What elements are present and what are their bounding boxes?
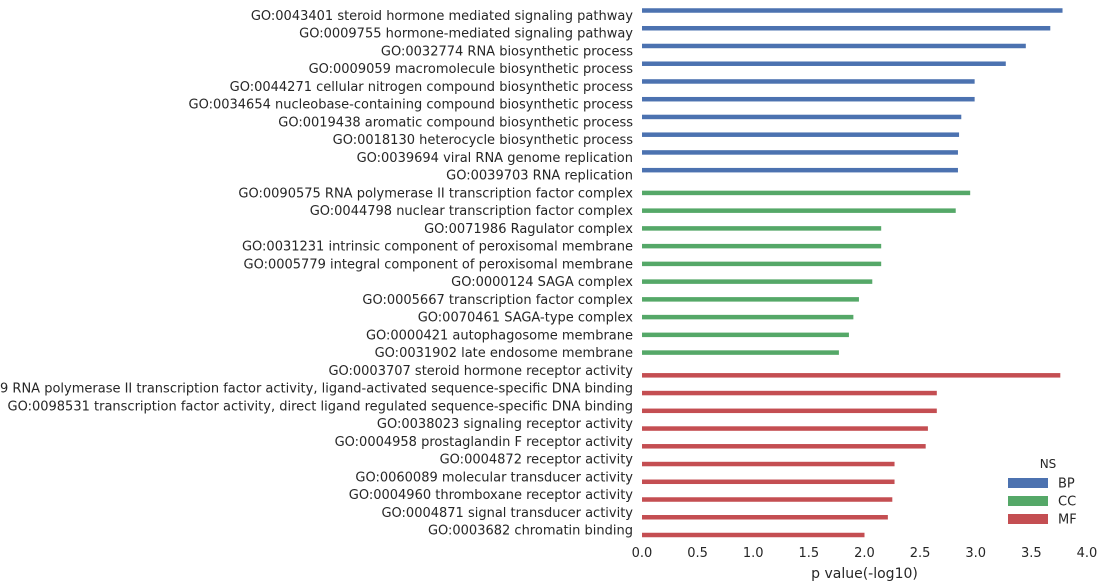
bar-mf	[642, 515, 888, 520]
legend-title: NS	[1040, 457, 1057, 471]
x-tick-label: 3.0	[965, 546, 986, 561]
bar-cc	[642, 261, 882, 267]
bar-bp	[642, 150, 958, 155]
category-label: GO:0003682 chromatin binding	[428, 524, 633, 539]
bar-cc	[642, 190, 971, 196]
category-label: GO:0003707 steroid hormone receptor acti…	[328, 364, 633, 379]
category-label: GO:0019438 aromatic compound biosyntheti…	[278, 115, 633, 130]
x-tick-label: 4.0	[1077, 546, 1098, 561]
category-label: GO:0060089 molecular transducer activity	[355, 470, 633, 485]
category-label: GO:0034654 nucleobase-containing compoun…	[189, 98, 634, 113]
bar-bp	[642, 8, 1063, 13]
legend-label-mf: MF	[1058, 513, 1077, 528]
legend-swatch-mf	[1008, 514, 1048, 524]
category-label: GO:0000124 SAGA complex	[451, 275, 633, 290]
category-label: GO:0039694 viral RNA genome replication	[357, 151, 633, 166]
bar-cc	[642, 314, 854, 320]
bar-mf	[642, 373, 1061, 378]
bar-cc	[642, 208, 956, 213]
bar-mf	[642, 497, 893, 502]
category-label: GO:0031902 late endosome membrane	[375, 346, 633, 361]
category-label: GO:0044271 cellular nitrogen compound bi…	[230, 80, 634, 95]
category-label: GO:0009755 hormone-mediated signaling pa…	[299, 27, 633, 42]
category-label: GO:0031231 intrinsic component of peroxi…	[242, 240, 633, 255]
category-label: GO:0004960 thromboxane receptor activity	[349, 488, 634, 503]
bar-mf	[642, 408, 937, 414]
category-label: GO:0044798 nuclear transcription factor …	[310, 204, 634, 219]
category-label: GO:0038023 signaling receptor activity	[377, 417, 633, 432]
x-axis: 0.0 0.5 1.0 1.5 2.0 2.5 3.0 3.5 4.0 p value(-log…	[632, 546, 1098, 582]
category-label: GO:0098531 transcription factor activity…	[8, 399, 633, 414]
category-label: GO:0018130 heterocycle biosynthetic proc…	[333, 133, 634, 148]
legend: NS BP CC MF	[1008, 457, 1077, 528]
bar-bp	[642, 167, 958, 173]
bar-mf	[642, 479, 895, 485]
category-label: GO:0004879 RNA polymerase II transcripti…	[0, 382, 633, 397]
category-label: GO:0039703 RNA replication	[446, 169, 633, 184]
legend-label-bp: BP	[1058, 477, 1075, 492]
bar-cc	[642, 279, 873, 284]
category-label: GO:0004871 signal transducer activity	[381, 506, 633, 521]
category-label: GO:0005667 transcription factor complex	[362, 293, 633, 308]
x-tick-label: 1.0	[743, 546, 764, 561]
category-label: GO:0009059 macromolecule biosynthetic pr…	[309, 62, 634, 77]
category-label: GO:0071986 Ragulator complex	[424, 222, 633, 237]
bar-bp	[642, 25, 1051, 31]
category-label: GO:0004958 prostaglandin F receptor acti…	[335, 435, 634, 450]
x-tick-label: 2.0	[854, 546, 875, 561]
category-label: GO:0090575 RNA polymerase II transcripti…	[238, 186, 633, 201]
bar-mf	[642, 390, 937, 396]
x-tick-label: 2.5	[910, 546, 931, 561]
bar-cc	[642, 297, 859, 302]
bar-cc	[642, 332, 849, 338]
x-axis-title: p value(-log10)	[811, 566, 918, 582]
bar-bp	[642, 43, 1026, 49]
bar-cc	[642, 243, 882, 249]
bar-bp	[642, 114, 962, 120]
x-tick-label: 0.5	[687, 546, 708, 561]
category-label: GO:0070461 SAGA-type complex	[418, 311, 634, 326]
bar-mf	[642, 461, 895, 467]
legend-entries: BP CC MF	[1008, 477, 1077, 528]
bar-mf	[642, 532, 865, 538]
category-labels: GO:0043401 steroid hormone mediated sign…	[0, 9, 633, 539]
bar-bp	[642, 132, 960, 137]
bar-bp	[642, 96, 975, 102]
category-label: GO:0000421 autophagosome membrane	[366, 328, 633, 343]
category-label: GO:0043401 steroid hormone mediated sign…	[251, 9, 633, 24]
bar-mf	[642, 444, 926, 449]
bar-cc	[642, 226, 882, 231]
category-label: GO:0005779 integral component of peroxis…	[244, 257, 633, 272]
legend-swatch-cc	[1008, 496, 1048, 506]
bar-bp	[642, 61, 1006, 66]
bar-cc	[642, 350, 839, 355]
x-tick-label: 1.5	[799, 546, 820, 561]
bar-mf	[642, 426, 928, 431]
x-tick-labels: 0.0 0.5 1.0 1.5 2.0 2.5 3.0 3.5 4.0	[632, 546, 1098, 561]
category-label: GO:0032774 RNA biosynthetic process	[381, 44, 633, 59]
x-tick-label: 3.5	[1021, 546, 1042, 561]
legend-swatch-bp	[1008, 478, 1048, 488]
bar-bp	[642, 79, 975, 84]
bars	[642, 8, 1063, 538]
legend-label-cc: CC	[1058, 495, 1076, 510]
x-tick-label: 0.0	[632, 546, 653, 561]
category-label: GO:0004872 receptor activity	[440, 453, 634, 468]
